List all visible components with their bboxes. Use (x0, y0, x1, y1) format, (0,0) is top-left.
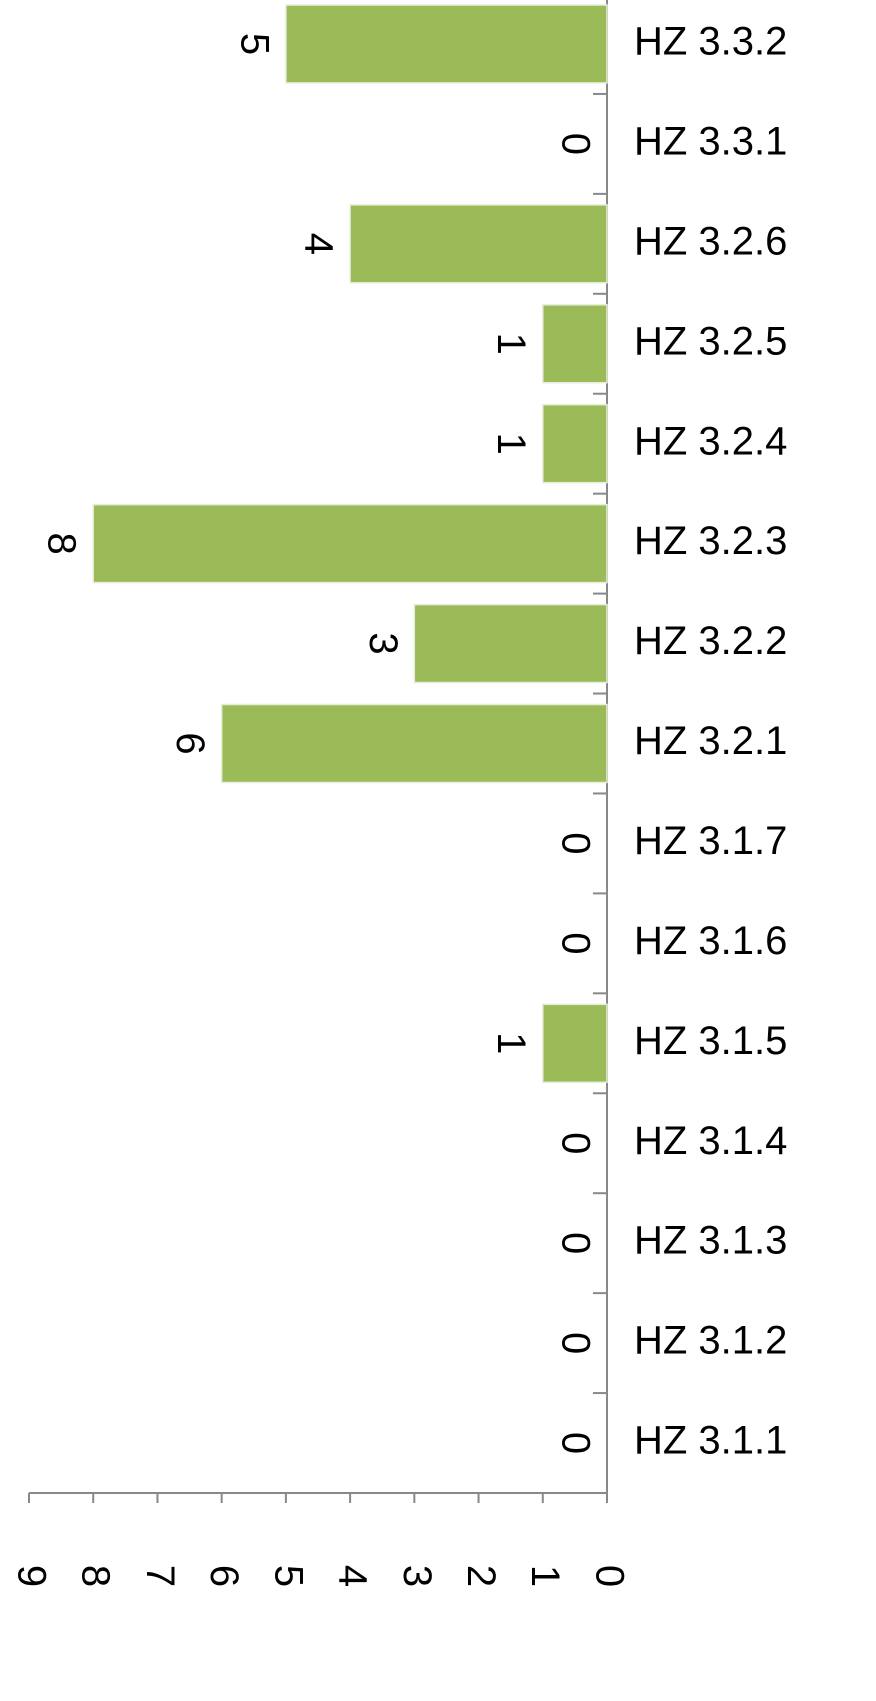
data-label: 0 (553, 133, 597, 155)
data-label: 1 (489, 433, 533, 455)
data-label: 0 (553, 1432, 597, 1454)
value-tick-label: 6 (202, 1565, 246, 1587)
value-tick-label: 2 (459, 1565, 503, 1587)
category-label: HZ 3.2.1 (634, 719, 787, 763)
value-tick-label: 3 (395, 1565, 439, 1587)
category-label: HZ 3.1.5 (634, 1019, 787, 1063)
data-label: 0 (553, 1132, 597, 1154)
bar (92, 503, 608, 584)
data-label: 0 (553, 1332, 597, 1354)
category-label: HZ 3.3.1 (634, 119, 787, 163)
category-label: HZ 3.1.4 (634, 1119, 787, 1163)
category-label: HZ 3.2.4 (634, 419, 787, 463)
category-label: HZ 3.2.5 (634, 319, 787, 363)
data-label: 5 (232, 33, 276, 55)
data-label: 1 (489, 1032, 533, 1054)
category-label: HZ 3.3.2 (634, 20, 787, 64)
data-label: 4 (297, 233, 341, 255)
data-label: 1 (489, 333, 533, 355)
category-label: HZ 3.1.1 (634, 1419, 787, 1463)
bar (542, 403, 608, 484)
data-label: 6 (168, 732, 212, 754)
bar (413, 603, 608, 684)
value-tick-label: 0 (587, 1565, 631, 1587)
value-tick-label: 7 (138, 1565, 182, 1587)
bar (349, 204, 608, 284)
category-label: HZ 3.1.2 (634, 1319, 787, 1363)
bar (220, 703, 608, 784)
data-label: 0 (553, 1232, 597, 1254)
category-label: HZ 3.2.3 (634, 519, 787, 563)
bar (542, 304, 608, 384)
value-tick-label: 5 (266, 1565, 310, 1587)
category-label: HZ 3.1.7 (634, 819, 787, 863)
data-label: 0 (553, 832, 597, 854)
data-label: 3 (361, 632, 405, 654)
category-label: HZ 3.2.6 (634, 219, 787, 263)
data-label: 8 (40, 533, 84, 555)
value-tick-label: 9 (9, 1565, 53, 1587)
data-label: 0 (553, 932, 597, 954)
value-tick-label: 8 (74, 1565, 118, 1587)
bar (542, 1003, 608, 1084)
value-tick-label: 1 (523, 1565, 567, 1587)
category-label: HZ 3.1.3 (634, 1219, 787, 1263)
category-label: HZ 3.2.2 (634, 619, 787, 663)
category-label: HZ 3.1.6 (634, 919, 787, 963)
value-tick-label: 4 (331, 1565, 375, 1587)
bar (285, 4, 608, 84)
